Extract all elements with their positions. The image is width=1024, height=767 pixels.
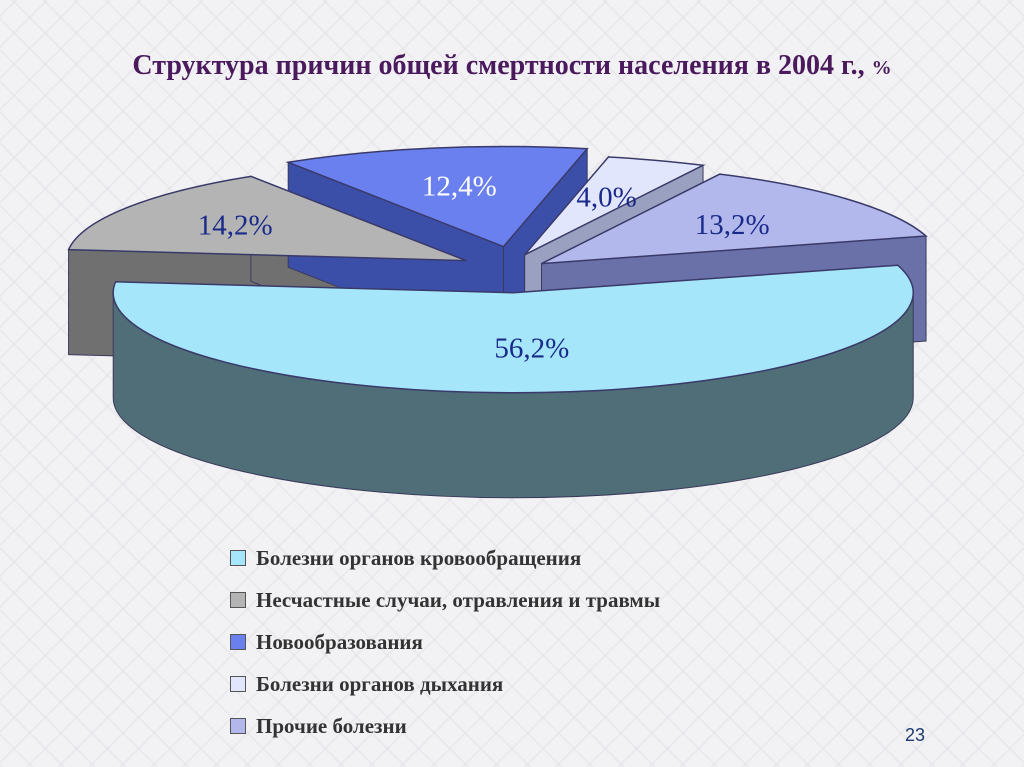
legend-item: Болезни органов кровообращения	[230, 537, 660, 579]
pie-slice-2	[67, 175, 467, 262]
pie-slice-label-5: 13,2%	[695, 209, 770, 241]
legend-label: Новообразования	[256, 629, 423, 654]
legend-item: Несчастные случаи, отравления и травмы	[230, 579, 660, 621]
legend-swatch	[230, 718, 246, 734]
legend-item: Новообразования	[230, 621, 660, 663]
pie-chart: 56,2% 14,2% 12,4% 4,0% 13,2%	[67, 145, 928, 499]
legend-label: Болезни органов дыхания	[256, 671, 504, 696]
chart-legend: Болезни органов кровообращения Несчастные…	[230, 537, 660, 747]
page-number: 23	[905, 725, 926, 745]
pie-slice-5	[541, 173, 928, 265]
pie-slice-1	[112, 264, 914, 394]
legend-swatch	[230, 634, 246, 650]
pie-slice-label-2: 14,2%	[198, 210, 273, 242]
legend-label: Несчастные случаи, отравления и травмы	[256, 587, 661, 612]
pie-slice-label-1: 56,2%	[494, 333, 569, 365]
legend-swatch	[230, 676, 246, 692]
legend-swatch	[230, 550, 246, 566]
pie-slice-4	[524, 156, 706, 256]
pie-slice-label-4: 4,0%	[576, 181, 636, 213]
legend-swatch	[230, 592, 246, 608]
pie-slice-3	[285, 145, 589, 248]
legend-item: Прочие болезни	[230, 705, 660, 747]
slide-title-text: Структура причин общей смертности населе…	[132, 50, 865, 81]
legend-label: Болезни органов кровообращения	[256, 545, 582, 570]
slide-title: Структура причин общей смертности населе…	[0, 50, 1024, 82]
legend-label: Прочие болезни	[256, 713, 407, 738]
legend-item: Болезни органов дыхания	[230, 663, 660, 705]
slide-title-unit: %	[871, 57, 892, 79]
pie-slice-label-3: 12,4%	[422, 171, 497, 203]
